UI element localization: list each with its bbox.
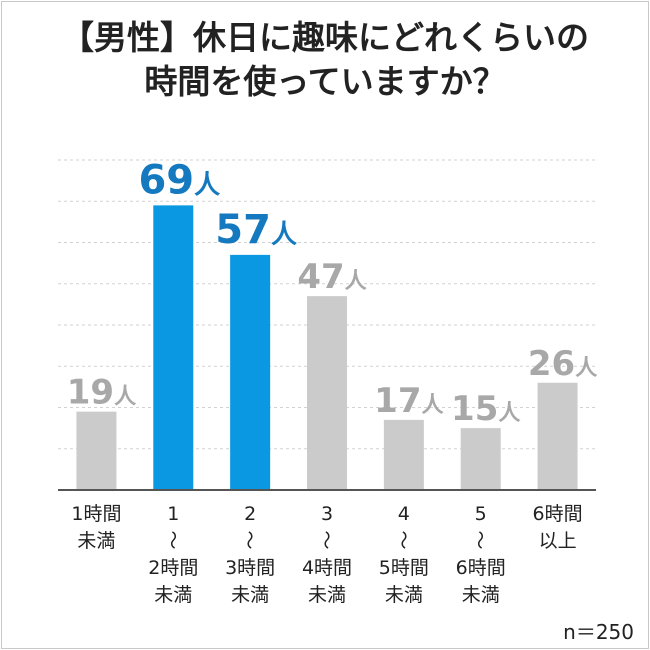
data-label: 17人 bbox=[374, 381, 443, 421]
bar bbox=[307, 296, 347, 490]
category-label: 4時間 bbox=[302, 557, 352, 579]
category-label: 〜 bbox=[469, 530, 491, 549]
category-label: 5時間 bbox=[379, 557, 429, 579]
data-label: 57人 bbox=[215, 207, 297, 253]
category-label: 3時間 bbox=[225, 557, 275, 579]
category-label: 6時間 bbox=[456, 557, 506, 579]
category-label: 未満 bbox=[308, 584, 346, 606]
bar bbox=[538, 383, 578, 490]
category-label: 1時間 bbox=[71, 503, 121, 525]
category-label: 〜 bbox=[315, 530, 337, 549]
category-label: 未満 bbox=[385, 584, 423, 606]
category-label: 以上 bbox=[539, 530, 577, 552]
data-label: 15人 bbox=[451, 389, 520, 429]
category-label: 未満 bbox=[154, 584, 192, 606]
data-label: 47人 bbox=[297, 257, 366, 297]
category-label: 〜 bbox=[161, 530, 183, 549]
category-label: 5 bbox=[475, 503, 487, 525]
category-label: 〜 bbox=[238, 530, 260, 549]
category-label: 1 bbox=[167, 503, 179, 525]
bar bbox=[384, 420, 424, 490]
category-label: 未満 bbox=[231, 584, 269, 606]
category-label: 6時間 bbox=[533, 503, 583, 525]
category-label: 2時間 bbox=[148, 557, 198, 579]
bar bbox=[461, 428, 501, 490]
category-label: 未満 bbox=[462, 584, 500, 606]
category-label: 2 bbox=[244, 503, 256, 525]
category-label: 〜 bbox=[392, 530, 414, 549]
category-label: 4 bbox=[398, 503, 410, 525]
data-label: 19人 bbox=[67, 373, 136, 413]
bar bbox=[230, 255, 270, 490]
bar bbox=[153, 205, 193, 490]
data-label: 26人 bbox=[528, 344, 597, 384]
bar bbox=[76, 412, 116, 490]
category-label: 未満 bbox=[77, 530, 115, 552]
sample-size-note: n＝250 bbox=[563, 616, 634, 645]
data-label: 69人 bbox=[138, 157, 220, 203]
category-label: 3 bbox=[321, 503, 333, 525]
